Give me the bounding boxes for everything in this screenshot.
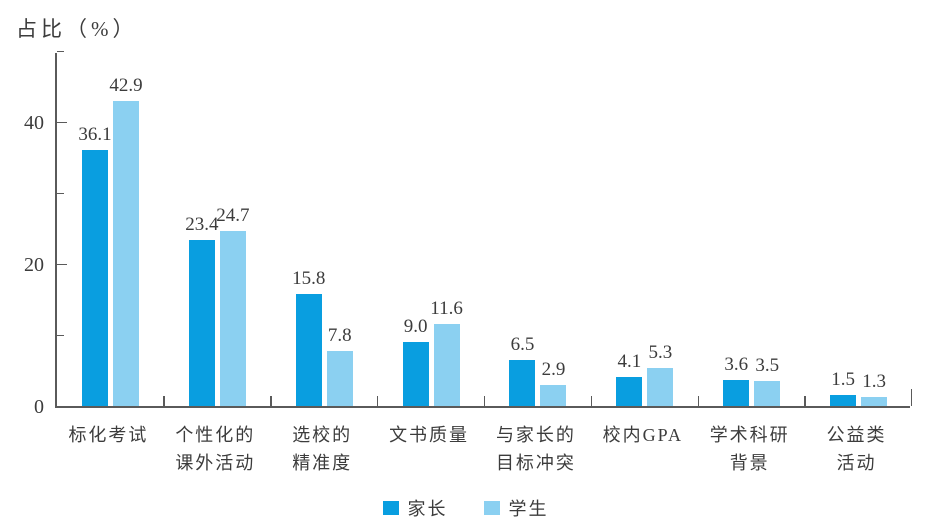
x-axis-tick xyxy=(590,396,593,406)
bar-value-label: 42.9 xyxy=(109,75,143,97)
parents-swatch-icon xyxy=(382,501,399,515)
x-axis-tick xyxy=(163,396,165,406)
bar-家长-1 xyxy=(188,239,215,406)
x-axis-tick xyxy=(804,396,806,406)
bar-value-label: 5.3 xyxy=(648,342,673,364)
legend-label-students: 学生 xyxy=(508,499,549,519)
bar-家长-0 xyxy=(81,149,108,406)
bar-学生-3 xyxy=(433,323,460,406)
category-label: 标化考试 xyxy=(68,425,149,445)
bar-家长-7 xyxy=(830,395,857,406)
bar-学生-6 xyxy=(754,381,781,406)
bar-value-label: 24.7 xyxy=(216,204,250,226)
y-axis-tick-label: 0 xyxy=(34,396,44,418)
x-axis-tick xyxy=(483,396,486,406)
y-axis-tick-label: 40 xyxy=(24,112,44,134)
bar-value-label: 2.9 xyxy=(541,359,566,381)
category-label: 与家长的 目标冲突 xyxy=(495,425,576,473)
legend-item-students: 学生 xyxy=(483,495,549,521)
bar-家长-4 xyxy=(509,359,536,406)
x-axis-tick xyxy=(376,396,379,406)
bar-value-label: 15.8 xyxy=(292,267,326,289)
bar-value-label: 6.5 xyxy=(510,333,535,355)
bar-家长-3 xyxy=(402,342,429,406)
bar-value-label: 3.6 xyxy=(724,354,749,376)
category-label: 校内GPA xyxy=(602,425,683,445)
y-axis-tick-label: 20 xyxy=(24,254,44,276)
x-axis-tick xyxy=(697,396,699,406)
x-axis-tick xyxy=(270,396,272,406)
legend: 家长 学生 xyxy=(0,495,931,521)
bar-家长-2 xyxy=(295,293,322,406)
category-label: 文书质量 xyxy=(389,425,470,445)
bar-value-label: 4.1 xyxy=(617,350,642,372)
category-label: 个性化的 课外活动 xyxy=(175,425,256,473)
bar-value-label: 7.8 xyxy=(327,324,352,346)
bar-value-label: 11.6 xyxy=(430,297,463,319)
bar-家长-5 xyxy=(616,376,643,406)
plot-area: 36.1 23.4 15.8 9.0 6.5 4.1 3.6 1.5 42.9 24.7 7.8 11… xyxy=(55,50,912,408)
category-label: 选校的 精准度 xyxy=(292,425,353,473)
y-axis-title: 占比（%） xyxy=(16,17,138,41)
bar-value-label: 23.4 xyxy=(185,213,219,235)
bar-学生-7 xyxy=(861,396,888,406)
bar-value-label: 1.3 xyxy=(862,370,886,392)
y-axis-tick xyxy=(57,121,67,123)
y-axis-tick xyxy=(57,192,64,194)
legend-item-parents: 家长 xyxy=(382,495,448,521)
y-axis-tick xyxy=(57,50,64,52)
category-label: 学术科研 背景 xyxy=(709,425,790,473)
bar-家长-6 xyxy=(723,380,750,406)
bar-学生-5 xyxy=(647,368,674,406)
x-axis-end-tick xyxy=(910,389,912,406)
category-label: 公益类活动 xyxy=(826,425,887,473)
bar-学生-1 xyxy=(219,230,246,406)
bar-学生-0 xyxy=(112,101,139,406)
legend-label-parents: 家长 xyxy=(407,499,448,519)
bar-value-label: 36.1 xyxy=(78,123,112,145)
students-swatch-icon xyxy=(483,501,500,515)
bar-value-label: 3.5 xyxy=(755,355,780,377)
y-axis-tick xyxy=(57,334,64,336)
bar-学生-2 xyxy=(326,350,353,406)
bar-学生-4 xyxy=(540,385,567,406)
bar-value-label: 1.5 xyxy=(831,369,855,391)
y-axis-tick xyxy=(57,263,67,265)
bar-value-label: 9.0 xyxy=(403,316,428,338)
